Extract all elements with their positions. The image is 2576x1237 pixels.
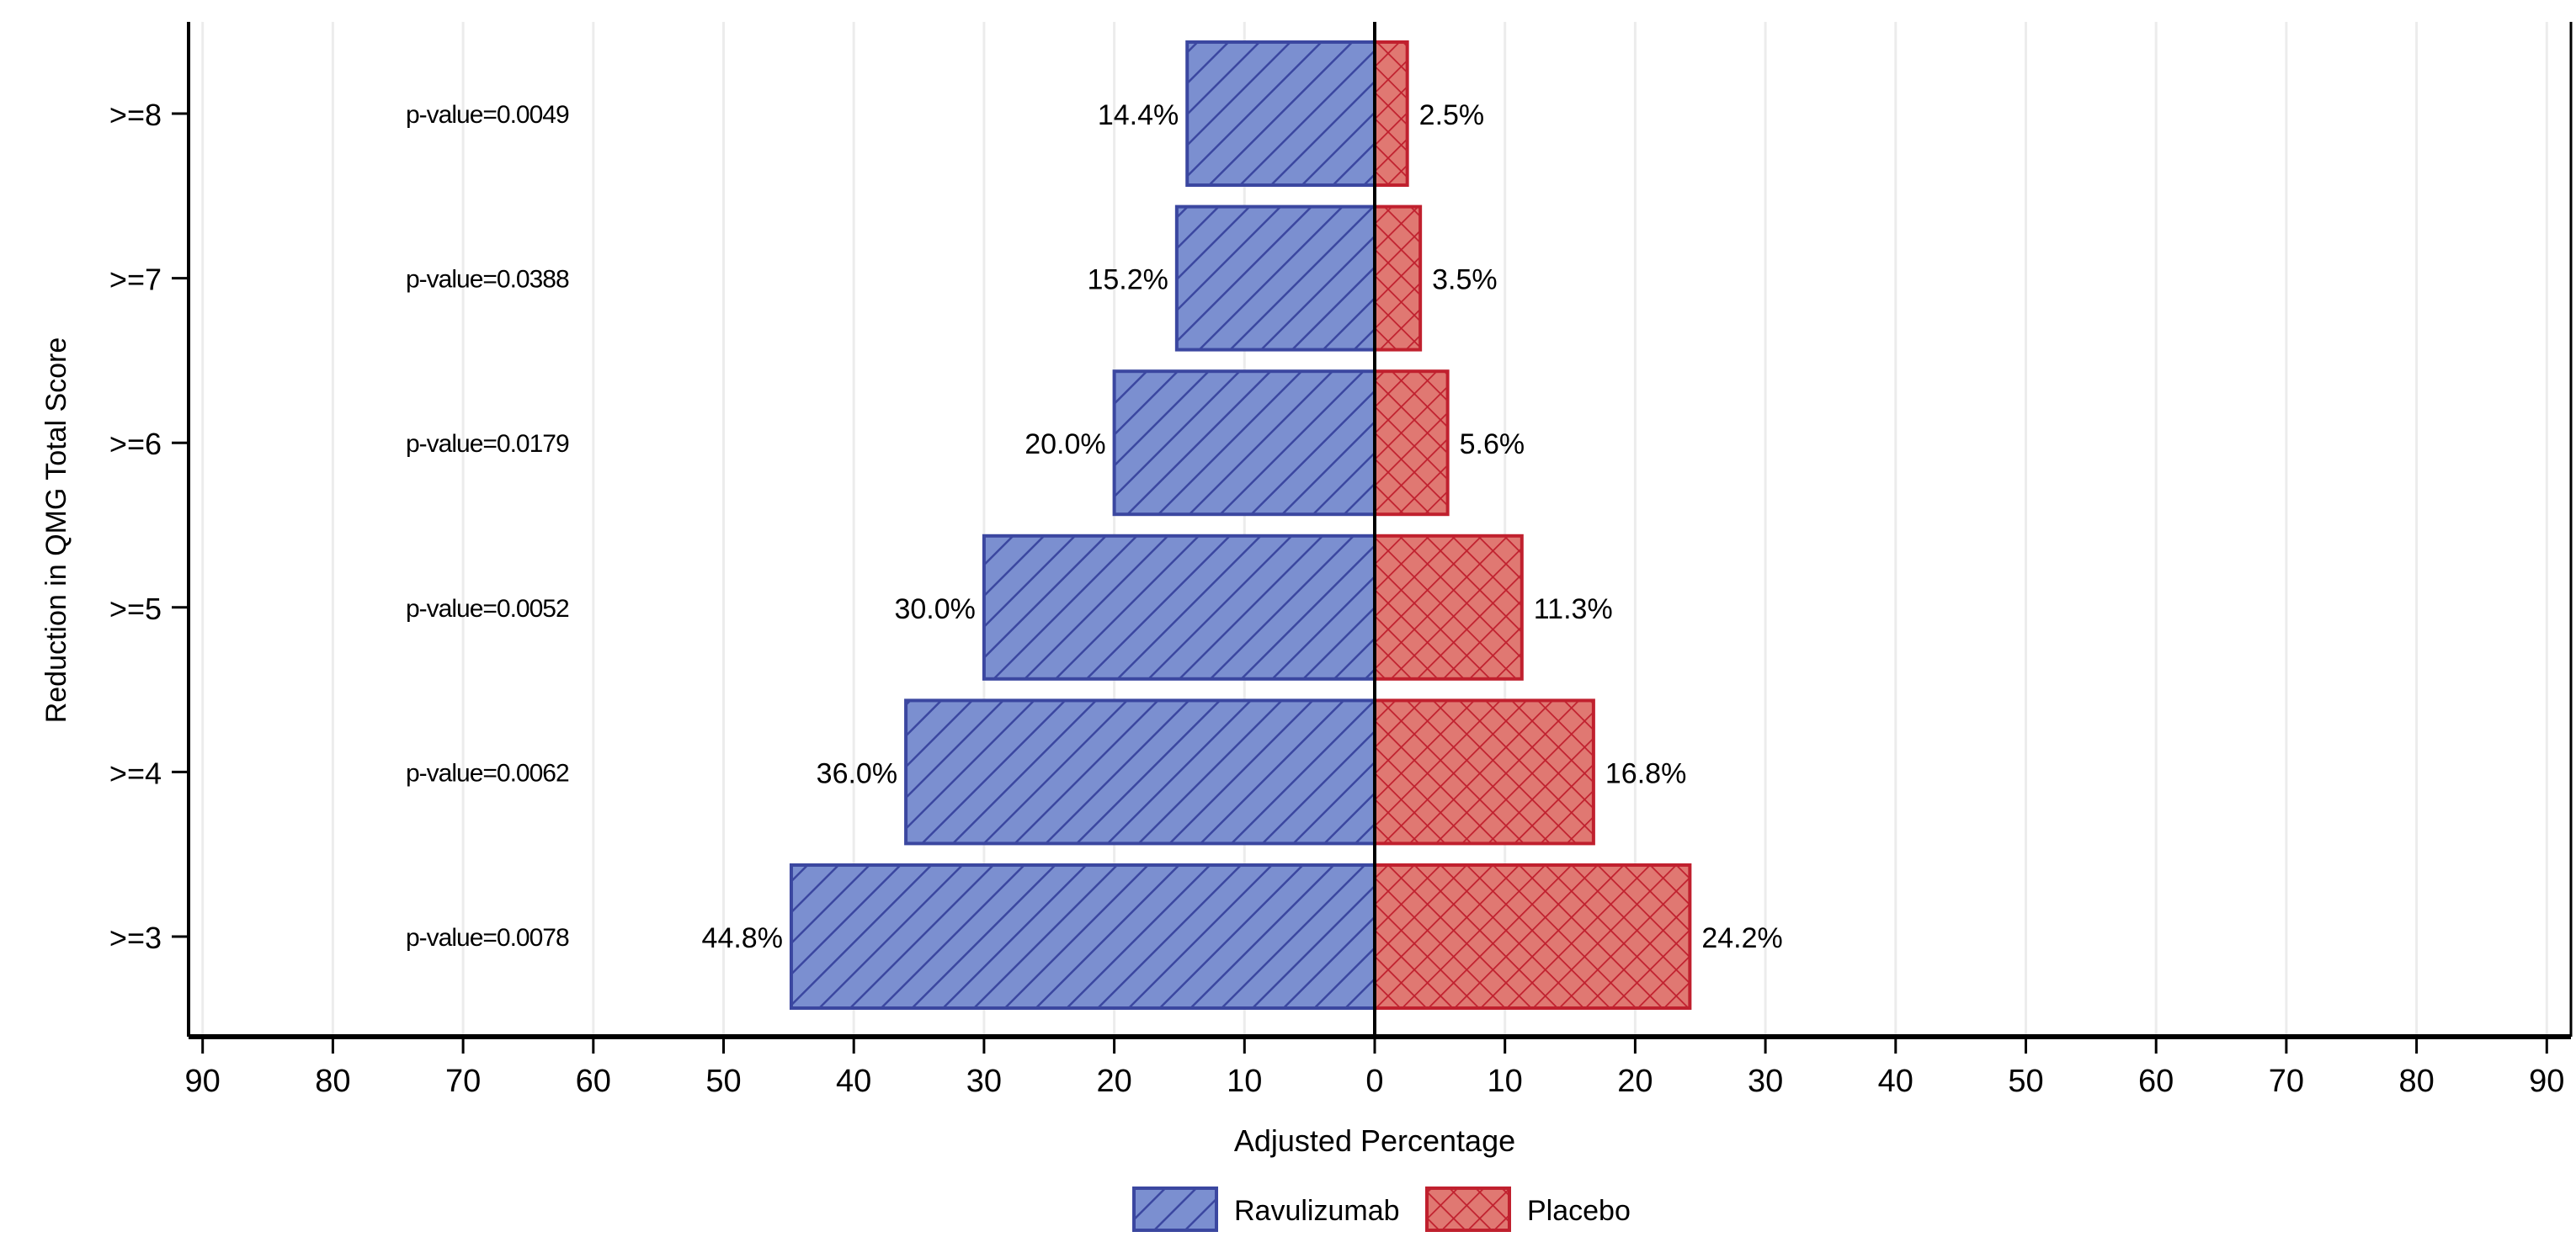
p-value-annotation: p-value=0.0078 <box>406 924 569 952</box>
x-tick-label: 60 <box>576 1064 611 1099</box>
y-tick-label: >=5 <box>109 592 162 626</box>
p-value-annotation: p-value=0.0388 <box>406 266 569 294</box>
legend-label-ravulizumab: Ravulizumab <box>1234 1195 1400 1227</box>
bar-ravulizumab <box>982 534 1377 681</box>
bar-ravulizumab <box>904 698 1376 846</box>
bar-ravulizumab <box>1112 369 1376 517</box>
y-tick-label: >=3 <box>109 921 162 955</box>
bars <box>789 40 1692 1010</box>
legend-swatch-ravulizumab <box>1132 1187 1218 1232</box>
x-axis-title: Adjusted Percentage <box>1234 1123 1515 1158</box>
data-label-ravulizumab: 30.0% <box>894 593 975 625</box>
legend: Ravulizumab Placebo <box>1132 1187 1631 1232</box>
data-label-placebo: 11.3% <box>1534 593 1613 625</box>
x-tick-label: 50 <box>2008 1064 2043 1099</box>
data-label-ravulizumab: 36.0% <box>817 757 897 789</box>
x-tick-label: 60 <box>2138 1064 2174 1099</box>
y-tick-label: >=7 <box>109 263 162 297</box>
bar-placebo <box>1373 863 1692 1010</box>
data-label-placebo: 3.5% <box>1432 264 1498 296</box>
p-value-annotation: p-value=0.0062 <box>406 759 569 787</box>
bar-placebo <box>1373 204 1423 352</box>
bar-placebo <box>1373 40 1409 187</box>
bar-ravulizumab <box>789 863 1376 1010</box>
data-label-placebo: 5.6% <box>1460 428 1525 460</box>
gridlines <box>201 22 2548 1037</box>
x-tick-label: 50 <box>705 1064 741 1099</box>
x-tick-label: 0 <box>1365 1064 1383 1099</box>
data-label-placebo: 24.2% <box>1701 922 1782 954</box>
x-tick-label: 20 <box>1096 1064 1131 1099</box>
y-tick-label: >=8 <box>109 98 162 132</box>
bar-placebo <box>1373 534 1524 681</box>
legend-swatch-placebo <box>1425 1187 1511 1232</box>
x-tick-label: 70 <box>2269 1064 2304 1099</box>
p-value-annotation: p-value=0.0049 <box>406 101 569 129</box>
y-axis-title: Reduction in QMG Total Score <box>40 337 72 724</box>
bar-placebo <box>1373 369 1450 517</box>
legend-label-placebo: Placebo <box>1527 1195 1631 1227</box>
data-label-placebo: 2.5% <box>1419 99 1485 131</box>
x-tick-label: 40 <box>1878 1064 1913 1099</box>
p-value-annotation: p-value=0.0179 <box>406 430 569 458</box>
data-label-ravulizumab: 14.4% <box>1098 99 1179 131</box>
bar-placebo <box>1373 698 1595 846</box>
x-tick-label: 90 <box>185 1064 221 1099</box>
x-tick-label: 80 <box>2398 1064 2434 1099</box>
y-tick-label: >=6 <box>109 427 162 461</box>
bar-ravulizumab <box>1185 40 1377 187</box>
bar-ravulizumab <box>1174 204 1376 352</box>
y-tick-label: >=4 <box>109 756 162 790</box>
data-label-ravulizumab: 15.2% <box>1087 264 1168 296</box>
x-tick-label: 10 <box>1488 1064 1523 1099</box>
x-tick-label: 70 <box>445 1064 481 1099</box>
x-tick-label: 30 <box>966 1064 1002 1099</box>
data-label-ravulizumab: 20.0% <box>1025 428 1105 460</box>
plot-frame <box>172 22 2573 1054</box>
x-tick-label: 30 <box>1748 1064 1783 1099</box>
labels: 90 80 70 60 50 40 30 20 10 0 10 20 30 40 50 60 70 80 90 14.… <box>109 98 2565 1099</box>
x-tick-label: 10 <box>1227 1064 1262 1099</box>
x-tick-label: 20 <box>1617 1064 1653 1099</box>
data-label-placebo: 16.8% <box>1605 757 1686 789</box>
x-tick-label: 40 <box>836 1064 871 1099</box>
x-tick-label: 80 <box>315 1064 350 1099</box>
x-tick-label: 90 <box>2529 1064 2564 1099</box>
data-label-ravulizumab: 44.8% <box>702 922 783 954</box>
p-value-annotation: p-value=0.0052 <box>406 595 569 623</box>
